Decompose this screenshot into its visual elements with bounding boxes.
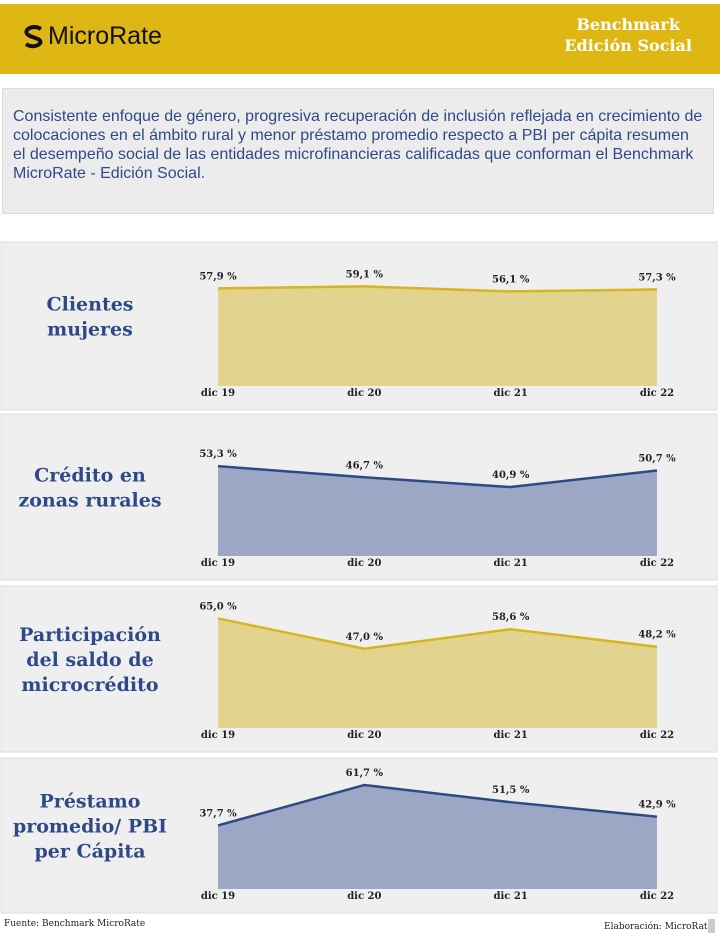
data-label: 56,1 % <box>492 274 530 285</box>
chart-title: del saldo de <box>26 649 153 671</box>
header-title-line: Edición Social <box>564 36 692 55</box>
intro-text: Consistente enfoque de género, progresiv… <box>2 88 714 214</box>
data-label: 58,6 % <box>492 612 530 623</box>
x-tick-label: dic 20 <box>347 730 381 741</box>
data-label: 57,9 % <box>199 271 237 282</box>
x-tick-label: dic 20 <box>347 891 381 902</box>
data-label: 57,3 % <box>638 272 676 283</box>
line <box>217 783 658 827</box>
x-tick-label: dic 22 <box>640 730 674 741</box>
logo-icon <box>24 24 43 48</box>
x-tick-label: dic 20 <box>347 558 381 569</box>
area <box>218 466 657 556</box>
line <box>217 285 658 293</box>
chart-title: mujeres <box>47 319 133 341</box>
data-label: 47,0 % <box>346 632 384 643</box>
chart-title: per Cápita <box>34 841 145 863</box>
data-label: 40,9 % <box>492 470 530 481</box>
x-tick-label: dic 19 <box>201 891 235 902</box>
footer-source: Fuente: Benchmark MicroRate <box>4 919 146 929</box>
x-tick-label: dic 21 <box>494 388 528 399</box>
data-label: 50,7 % <box>638 454 676 465</box>
data-label: 59,1 % <box>346 269 384 280</box>
line <box>217 617 658 651</box>
x-tick-label: dic 21 <box>494 558 528 569</box>
header-title-line: Benchmark <box>576 15 680 34</box>
chart-title: Participación <box>19 624 161 646</box>
scroll-marker <box>708 919 715 933</box>
data-label: 51,5 % <box>492 785 530 796</box>
chart-title: zonas rurales <box>18 490 161 512</box>
data-label: 61,7 % <box>346 768 384 779</box>
chart-title: microcrédito <box>21 674 158 696</box>
chart-title: Clientes <box>46 294 133 316</box>
area <box>218 618 657 728</box>
x-tick-label: dic 19 <box>201 558 235 569</box>
logo: MicroRate <box>24 22 162 51</box>
data-label: 46,7 % <box>346 460 384 471</box>
header: MicroRate Benchmark Edición Social <box>0 4 720 74</box>
x-tick-label: dic 22 <box>640 388 674 399</box>
chart-title: promedio/ PBI <box>13 816 167 838</box>
footer-credit: Elaboración: MicroRate <box>604 922 713 932</box>
logo-text: MicroRate <box>48 22 162 50</box>
data-label: 48,2 % <box>638 630 676 641</box>
area <box>218 784 657 889</box>
x-tick-label: dic 19 <box>201 730 235 741</box>
data-label: 53,3 % <box>199 449 237 460</box>
header-title: Benchmark Edición Social <box>564 14 692 56</box>
data-label: 65,0 % <box>199 601 237 612</box>
line <box>217 464 658 489</box>
data-label: 37,7 % <box>199 808 237 819</box>
x-tick-label: dic 19 <box>201 388 235 399</box>
data-label: 42,9 % <box>638 800 676 811</box>
chart-title: Préstamo <box>40 791 141 813</box>
x-tick-label: dic 21 <box>494 891 528 902</box>
x-tick-label: dic 21 <box>494 730 528 741</box>
x-tick-label: dic 22 <box>640 891 674 902</box>
chart-title: Crédito en <box>34 465 146 487</box>
area <box>218 286 657 386</box>
x-tick-label: dic 20 <box>347 388 381 399</box>
x-tick-label: dic 22 <box>640 558 674 569</box>
